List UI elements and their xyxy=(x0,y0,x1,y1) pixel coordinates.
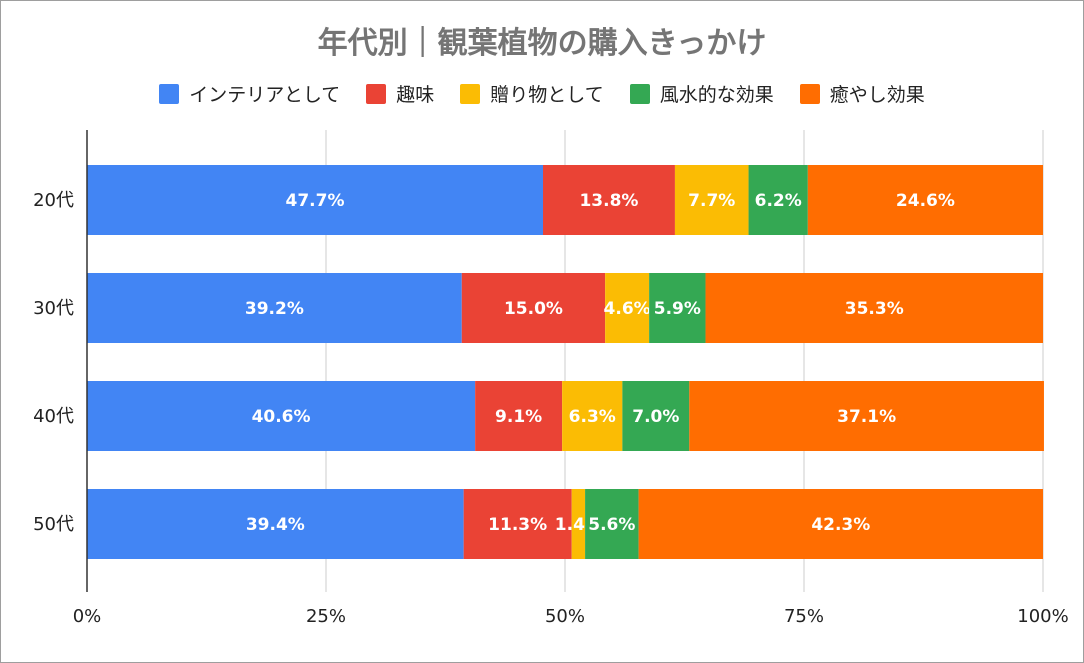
data-label: 7.7% xyxy=(688,191,735,211)
chart-title: 年代別｜観葉植物の購入きっかけ xyxy=(317,26,767,61)
bar-segment xyxy=(705,273,1043,343)
bar-segment xyxy=(461,273,606,343)
legend-swatch xyxy=(629,83,650,104)
data-label: 9.1% xyxy=(495,407,542,427)
legend-swatch xyxy=(460,83,481,104)
data-label: 7.0% xyxy=(632,407,679,427)
x-tick-label: 0% xyxy=(73,606,102,627)
bar-segment xyxy=(562,381,623,451)
bar-segment xyxy=(689,381,1044,451)
data-label: 39.2% xyxy=(245,299,304,319)
bar-segment xyxy=(807,165,1043,235)
x-tick-label: 100% xyxy=(1017,606,1068,627)
y-tick-label: 20代 xyxy=(33,190,74,211)
data-label: 5.9% xyxy=(654,299,701,319)
legend-item: インテリアとして xyxy=(159,80,340,107)
data-label: 42.3% xyxy=(811,515,870,535)
data-label: 11.3% xyxy=(488,515,547,535)
legend-swatch xyxy=(366,83,387,104)
legend-label: 趣味 xyxy=(396,84,435,106)
bar-segment xyxy=(543,165,675,235)
x-tick-label: 25% xyxy=(306,606,346,627)
legend-swatch xyxy=(799,83,820,104)
bar-segment xyxy=(622,381,690,451)
legend-label: 贈り物として xyxy=(490,84,604,106)
chart-legend: インテリアとして 趣味 贈り物として 風水的な効果 癒やし効果 xyxy=(0,80,1084,107)
bar-segment xyxy=(585,489,639,559)
data-label: 47.7% xyxy=(286,191,345,211)
data-label: 5.6% xyxy=(588,515,635,535)
legend-item: 癒やし効果 xyxy=(799,80,925,107)
data-label: 6.2% xyxy=(755,191,802,211)
legend-label: 癒やし効果 xyxy=(829,84,925,106)
y-tick-label: 50代 xyxy=(33,514,74,535)
legend-item: 趣味 xyxy=(366,80,434,107)
bar-segment xyxy=(87,381,476,451)
x-tick-label: 75% xyxy=(784,606,824,627)
bar-segment xyxy=(571,489,586,559)
bar-segment xyxy=(605,273,650,343)
bar-segment xyxy=(475,381,563,451)
x-tick-label: 50% xyxy=(545,606,585,627)
legend-swatch xyxy=(159,83,180,104)
data-label: 37.1% xyxy=(837,407,896,427)
bar-segment xyxy=(463,489,572,559)
data-label: 35.3% xyxy=(845,299,904,319)
y-tick-label: 30代 xyxy=(33,298,74,319)
data-label: 4.6% xyxy=(604,299,651,319)
bar-segment xyxy=(649,273,706,343)
data-label: 15.0% xyxy=(504,299,563,319)
legend-label: 風水的な効果 xyxy=(659,84,774,106)
y-tick-label: 40代 xyxy=(33,406,74,427)
legend-item: 贈り物として xyxy=(460,80,604,107)
bar-segment xyxy=(674,165,749,235)
data-label: 40.6% xyxy=(252,407,311,427)
bar-segment xyxy=(748,165,808,235)
bar-segment xyxy=(87,489,464,559)
data-label: 24.6% xyxy=(896,191,955,211)
legend-label: インテリアとして xyxy=(189,84,341,106)
bar-segment xyxy=(87,165,544,235)
bar-segment xyxy=(638,489,1043,559)
data-label: 39.4% xyxy=(246,515,305,535)
bar-segment xyxy=(87,273,462,343)
legend-item: 風水的な効果 xyxy=(629,80,774,107)
data-label: 6.3% xyxy=(569,407,616,427)
data-label: 13.8% xyxy=(579,191,638,211)
